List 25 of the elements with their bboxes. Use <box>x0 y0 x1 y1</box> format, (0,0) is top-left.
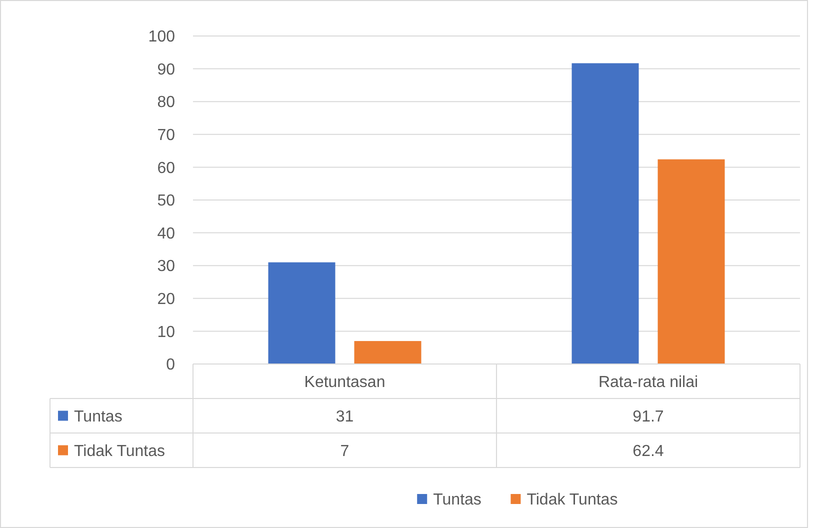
y-tick-label: 10 <box>157 324 176 341</box>
text: Tuntas <box>74 408 122 426</box>
legend-label: Tidak Tuntas <box>526 492 618 509</box>
x-tick-label: Ketuntasan <box>304 374 386 391</box>
y-tick-label: 60 <box>157 160 176 177</box>
data-label: 91.7 <box>632 408 664 426</box>
text: Tidak Tuntas <box>74 442 166 460</box>
y-tick-label: 90 <box>157 61 176 78</box>
bar <box>268 262 336 364</box>
y-tick-label: 0 <box>166 356 176 374</box>
y-tick-label: 30 <box>157 258 176 276</box>
y-tick-label: 100 <box>148 28 176 46</box>
data-label: 62.4 <box>632 442 664 460</box>
legend-label: Tuntas <box>433 492 482 509</box>
y-tick-label: 80 <box>157 94 176 112</box>
bar <box>658 159 725 364</box>
y-tick-label: 70 <box>157 127 176 144</box>
y-tick-label: 20 <box>157 291 176 308</box>
bar <box>572 63 639 364</box>
data-label: 31 <box>336 408 354 426</box>
bar <box>354 341 422 364</box>
x-tick-label: Rata-rata nilai <box>598 374 698 391</box>
y-tick-label: 40 <box>157 225 176 242</box>
data-label: 7 <box>340 442 350 460</box>
y-tick-label: 50 <box>157 192 176 210</box>
